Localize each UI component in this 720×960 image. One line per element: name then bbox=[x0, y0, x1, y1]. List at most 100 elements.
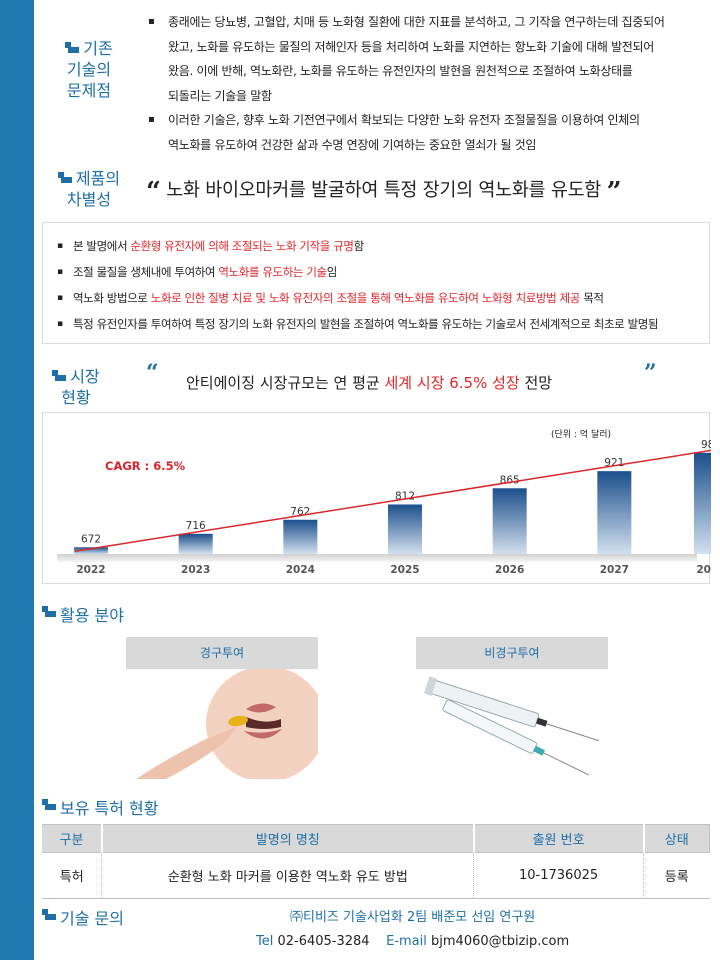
chart-x-tick-label: 2023 bbox=[181, 564, 210, 576]
market-headline-pre: 안티에이징 시장규모는 연 평균 bbox=[186, 374, 385, 392]
section-bullet-icon bbox=[57, 172, 72, 184]
open-quote-icon: “ bbox=[146, 360, 159, 386]
close-quote-icon: ” bbox=[606, 177, 622, 207]
chart-value-label: 981 bbox=[701, 439, 711, 451]
chart-trend-arrow bbox=[74, 449, 711, 553]
section-bullet-icon bbox=[42, 799, 56, 811]
market-label-line2: 현황 bbox=[61, 388, 91, 407]
chart-value-label: 672 bbox=[81, 533, 101, 545]
diff-item: 조절 물질을 생체내에 투여하여 역노화를 유도하는 기술임 bbox=[57, 259, 695, 285]
col-header-title: 발명의 명칭 bbox=[100, 824, 475, 853]
chart-bar-2025 bbox=[388, 504, 422, 554]
chart-bar-2022 bbox=[74, 547, 108, 554]
cell-status: 등록 bbox=[643, 852, 710, 899]
col-header-app-number: 출원 번호 bbox=[472, 824, 645, 853]
market-chart-svg: (단위 : 억 달러) CAGR : 6.5% 6722022716202376… bbox=[57, 428, 711, 576]
cell-type: 특허 bbox=[42, 852, 102, 899]
problem-bullet-list: 종래에는 당뇨병, 고혈압, 치매 등 노화형 질환에 대한 지표를 분석하고,… bbox=[148, 10, 708, 157]
diff-item-text: 역노화 방법으로 bbox=[73, 291, 151, 305]
section-bullet-icon bbox=[42, 909, 56, 921]
contact-details: Tel 02-6405-3284 E-mail bjm4060@tbizip.c… bbox=[256, 934, 569, 949]
problem-bullet-line: 왔고, 노화를 유도하는 물질의 저해인자 등을 처리하여 노화를 지연하는 항… bbox=[168, 39, 655, 54]
col-header-status: 상태 bbox=[642, 824, 710, 853]
market-headline-post: 전망 bbox=[519, 374, 553, 392]
diff-item-text: 특정 유전인자를 투여하여 특정 장기의 노화 유전자의 발현을 조절하여 역노… bbox=[73, 317, 659, 331]
diff-item-text: 본 발명에서 bbox=[73, 239, 131, 253]
section-label-usage: 활용 분야 bbox=[42, 602, 124, 626]
chart-unit-note: (단위 : 억 달러) bbox=[551, 428, 611, 440]
syringes-image bbox=[423, 676, 599, 776]
market-chart: (단위 : 억 달러) CAGR : 6.5% 672 2022 716 2023 76… bbox=[42, 412, 711, 584]
section-label-market: 시장 현황 bbox=[44, 366, 108, 408]
diff-item-highlight: 역노화를 유도하는 기술 bbox=[218, 265, 327, 279]
chart-x-tick-label: 2027 bbox=[600, 564, 629, 576]
section-bullet-icon bbox=[65, 42, 80, 54]
problem-label-line1: 기존 bbox=[83, 39, 113, 58]
col-header-type: 구분 bbox=[42, 824, 103, 853]
diff-item: 본 발명에서 순환형 유전자에 의해 조절되는 노화 기작을 규명함 bbox=[57, 233, 695, 259]
diff-label-line2: 차별성 bbox=[66, 190, 112, 209]
chart-x-tick-label: 2022 bbox=[76, 564, 105, 576]
section-label-problem: 기존 기술의 문제점 bbox=[44, 38, 134, 101]
usage-label: 활용 분야 bbox=[60, 606, 124, 625]
problem-bullet-line: 이러한 기술은, 향후 노화 기전연구에서 확보되는 다양한 노화 유전자 조절… bbox=[168, 113, 640, 127]
problem-bullet-line: 역노화를 유도하여 건강한 삶과 수명 연장에 기여하는 중요한 열쇠가 될 것… bbox=[168, 137, 537, 152]
diff-item-highlight: 노화로 인한 질병 치료 및 노화 유전자의 조절을 통해 역노화를 유도하여 … bbox=[150, 291, 581, 305]
chart-x-tick-label: 2025 bbox=[390, 564, 419, 576]
chart-bar-2028 bbox=[694, 452, 711, 554]
section-bullet-icon bbox=[42, 606, 56, 618]
chart-bar-2023 bbox=[178, 533, 213, 554]
chart-value-label: 716 bbox=[186, 520, 206, 532]
close-quote-icon: ” bbox=[644, 360, 657, 386]
diff-item-text: 조절 물질을 생체내에 투여하여 bbox=[73, 265, 219, 279]
diff-item-highlight: 순환형 유전자에 의해 조절되는 노화 기작을 규명 bbox=[130, 239, 354, 253]
usage-parenteral-label: 비경구투여 bbox=[416, 637, 608, 669]
diff-label-line1: 제품의 bbox=[75, 169, 121, 188]
problem-bullet-line: 되돌리는 기술을 말함 bbox=[168, 88, 272, 103]
chart-baseline bbox=[57, 554, 697, 562]
usage-parenteral-card: 비경구투여 bbox=[416, 637, 608, 779]
section-label-differentiation: 제품의 차별성 bbox=[44, 168, 134, 210]
chart-bar-2027 bbox=[597, 471, 632, 554]
diff-item-text: 임 bbox=[326, 265, 338, 279]
diff-item: 역노화 방법으로 노화로 인한 질병 치료 및 노화 유전자의 조절을 통해 역… bbox=[57, 285, 695, 311]
chart-x-tick-label: 2024 bbox=[286, 564, 315, 576]
chart-x-tick-label: 2028 bbox=[696, 564, 711, 576]
patent-table-header: 구분 발명의 명칭 출원 번호 상태 bbox=[42, 824, 710, 853]
email-label: E-mail bbox=[386, 934, 427, 949]
chart-bar-2026 bbox=[492, 488, 527, 554]
cell-app-number: 10-1736025 bbox=[473, 852, 644, 899]
problem-label-line3: 문제점 bbox=[66, 81, 112, 100]
problem-bullet-line: 종래에는 당뇨병, 고혈압, 치매 등 노화형 질환에 대한 지표를 분석하고,… bbox=[168, 15, 665, 29]
chart-cagr-annotation: CAGR : 6.5% bbox=[105, 459, 186, 473]
market-headline-text: 안티에이징 시장규모는 연 평균 세계 시장 6.5% 성장 전망 bbox=[186, 372, 552, 393]
chart-x-tick-label: 2026 bbox=[495, 564, 524, 576]
problem-bullet-line: 왔음. 이에 반해, 역노화란, 노화를 유도하는 유전인자의 발현을 원천적으… bbox=[168, 64, 633, 78]
differentiation-headline: “ 노화 바이오마커를 발굴하여 특정 장기의 역노화를 유도함 ” bbox=[146, 176, 706, 207]
market-headline-highlight: 세계 시장 6.5% 성장 bbox=[384, 374, 520, 392]
open-quote-icon: “ bbox=[146, 177, 161, 207]
patent-table: 구분 발명의 명칭 출원 번호 상태 특허 순환형 노화 마커를 이용한 역노화… bbox=[42, 824, 710, 899]
problem-label-line2: 기술의 bbox=[66, 60, 112, 79]
problem-bullet: 이러한 기술은, 향후 노화 기전연구에서 확보되는 다양한 노화 유전자 조절… bbox=[148, 108, 708, 157]
chart-value-label: 865 bbox=[500, 474, 520, 486]
section-label-patent: 보유 특허 현황 bbox=[42, 795, 159, 819]
left-accent-bar bbox=[0, 0, 34, 960]
diff-item: 특정 유전인자를 투여하여 특정 장기의 노화 유전자의 발현을 조절하여 역노… bbox=[57, 311, 695, 337]
diff-item-text: 함 bbox=[353, 239, 365, 253]
usage-oral-card: 경구투여 bbox=[126, 637, 326, 782]
capsule-mouth-image bbox=[136, 666, 326, 782]
contact-organization: ㈜티비즈 기술사업화 2팀 배준모 선임 연구원 bbox=[290, 910, 536, 925]
tel-label: Tel bbox=[256, 934, 274, 949]
usage-oral-label: 경구투여 bbox=[126, 637, 318, 669]
email-address[interactable]: bjm4060@tbizip.com bbox=[431, 934, 570, 949]
contact-label: 기술 문의 bbox=[60, 909, 124, 928]
chart-bar-2024 bbox=[283, 519, 318, 554]
cell-title: 순환형 노화 마커를 이용한 역노화 유도 방법 bbox=[101, 852, 474, 899]
differentiation-box: 본 발명에서 순환형 유전자에 의해 조절되는 노화 기작을 규명함 조절 물질… bbox=[42, 222, 710, 344]
tel-number[interactable]: 02-6405-3284 bbox=[277, 934, 370, 949]
table-row: 특허 순환형 노화 마커를 이용한 역노화 유도 방법 10-1736025 등… bbox=[42, 852, 710, 899]
patent-label: 보유 특허 현황 bbox=[60, 799, 159, 818]
differentiation-headline-text: 노화 바이오마커를 발굴하여 특정 장기의 역노화를 유도함 bbox=[166, 180, 602, 201]
market-label-line1: 시장 bbox=[70, 367, 100, 386]
